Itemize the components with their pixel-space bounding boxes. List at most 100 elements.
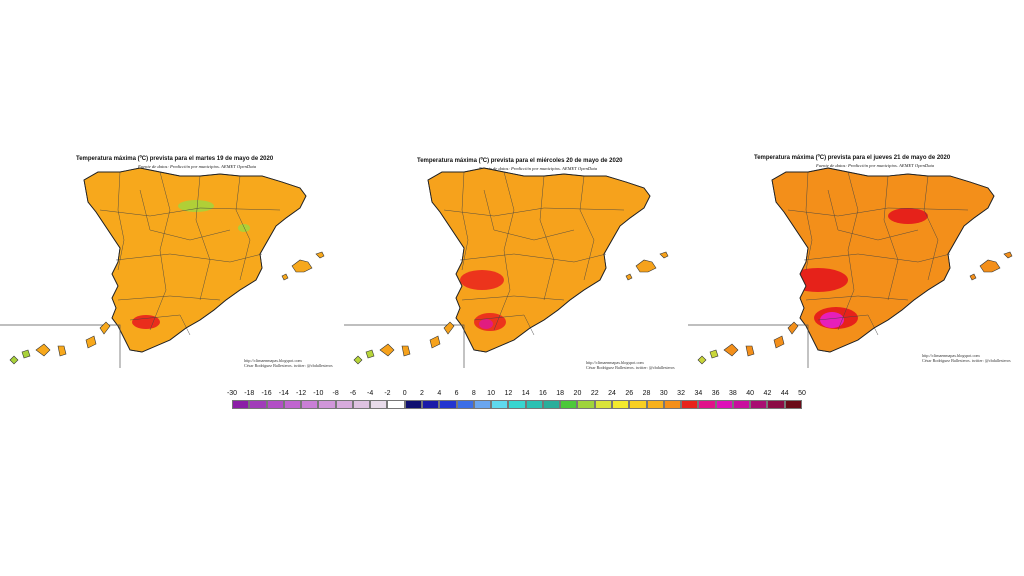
- canary-island: [709, 349, 719, 359]
- spain-temperature-map: [344, 167, 669, 368]
- balearic-island: [969, 273, 977, 281]
- legend-tick-label: 30: [659, 390, 668, 397]
- map-subtitle: Fuente de datos: Predicción por municipi…: [138, 164, 257, 169]
- spain-temperature-map: [688, 167, 1013, 368]
- credit-url: http://climaenmapas.blogspot.com: [586, 360, 644, 365]
- balearic-island: [979, 259, 1001, 273]
- province-border: [195, 175, 211, 301]
- legend-color-cell: [301, 400, 319, 409]
- map-title: Temperatura máxima (ºC) prevista para el…: [76, 156, 274, 162]
- canary-island: [787, 321, 799, 335]
- canary-island: [365, 349, 375, 359]
- map-subtitle: Fuente de datos: Predicción por municipi…: [479, 166, 598, 171]
- legend-color-cell: [750, 400, 768, 409]
- legend-tick-label: 18: [556, 390, 565, 397]
- province-border: [805, 171, 813, 271]
- province-border: [483, 189, 575, 241]
- canary-inset-frame: [344, 324, 465, 368]
- balearic-island: [315, 251, 325, 259]
- province-border: [817, 314, 879, 336]
- legend-tick-label: -10: [313, 390, 324, 397]
- legend-color-cell: [715, 400, 733, 409]
- province-border: [443, 207, 625, 217]
- map-subtitle: Fuente de datos: Predicción por municipi…: [816, 163, 935, 168]
- legend-color-cell: [473, 400, 492, 409]
- legend-color-cell: [249, 400, 267, 409]
- legend-color-cell: [681, 400, 699, 409]
- legend-tick-label: 2: [420, 390, 424, 397]
- province-border: [459, 253, 607, 263]
- legend-tick-label: 32: [677, 390, 685, 397]
- province-border: [461, 295, 565, 301]
- legend-color-cell: [646, 400, 664, 409]
- coastline: [427, 167, 651, 353]
- legend-tick-label: -2: [384, 390, 391, 397]
- balearic-island: [659, 251, 669, 259]
- legend-color-cell: [439, 400, 457, 409]
- legend-color-cell: [629, 400, 647, 409]
- canary-island: [697, 355, 707, 365]
- legend-tick-label: -30: [226, 390, 238, 397]
- legend-tick-label: -4: [367, 390, 374, 397]
- legend-color-cell: [698, 400, 716, 409]
- map-credit: http://climaenmapas.blogspot.com César R…: [922, 353, 1011, 363]
- legend-color-cell: [508, 400, 526, 409]
- legend-color-cell: [612, 400, 630, 409]
- canary-island: [353, 355, 363, 365]
- province-border: [787, 207, 969, 217]
- legend-color-cell: [560, 400, 578, 409]
- canary-island: [9, 355, 19, 365]
- map-title: Temperatura máxima (ºC) prevista para el…: [754, 155, 951, 161]
- legend-tick-label: 12: [504, 390, 513, 397]
- legend-tick-label: -16: [261, 390, 272, 397]
- cool-zone: [178, 200, 214, 212]
- map-panel-21-mayo: Temperatura máxima (ºC) prevista para el…: [688, 150, 1018, 375]
- legend-color-cell: [387, 400, 405, 409]
- extreme-zone: [479, 319, 493, 329]
- map-credit: http://climaenmapas.blogspot.com César R…: [586, 360, 675, 370]
- legend-color-cell: [577, 400, 595, 409]
- province-border: [473, 314, 535, 336]
- province-border: [493, 171, 515, 331]
- province-border: [461, 171, 469, 271]
- credit-name: César Rodríguez Ballesteros. twitter: @c…: [586, 365, 675, 370]
- canary-island: [745, 345, 755, 357]
- credit-name: César Rodríguez Ballesteros. twitter: @c…: [244, 363, 333, 368]
- hot-zone: [460, 270, 504, 290]
- province-border: [139, 189, 231, 241]
- legend-color-cell: [422, 400, 440, 409]
- province-border: [883, 175, 899, 301]
- province-border: [579, 175, 595, 281]
- legend-color-cell: [352, 400, 371, 409]
- legend-tick-label: 10: [487, 390, 495, 397]
- legend-color-cell: [335, 400, 353, 409]
- map-credit: http://climaenmapas.blogspot.com César R…: [244, 358, 333, 368]
- canary-inset-frame: [688, 324, 809, 368]
- legend-tick-label: 20: [573, 390, 582, 397]
- canary-inset-frame: [0, 324, 121, 368]
- legend-color-cell: [663, 400, 682, 409]
- canary-island: [379, 343, 395, 357]
- balearic-island: [625, 273, 633, 281]
- coastline: [771, 167, 995, 353]
- coastline: [83, 167, 307, 353]
- balearic-island: [291, 259, 313, 273]
- legend-color-cell: [318, 400, 336, 409]
- province-border: [99, 207, 281, 217]
- legend-tick-label: -14: [278, 390, 289, 397]
- canary-island: [35, 343, 51, 357]
- legend-tick-label: 26: [625, 390, 634, 397]
- legend-tick-label: -8: [332, 390, 339, 397]
- temperature-zones: [132, 200, 250, 329]
- legend-color-cell: [266, 400, 284, 409]
- province-border: [805, 295, 909, 301]
- province-border: [827, 189, 919, 241]
- canary-island: [723, 343, 739, 357]
- province-border: [803, 253, 951, 263]
- hot-zone: [788, 268, 848, 292]
- legend-tick-label: 34: [694, 390, 703, 397]
- canary-island: [21, 349, 31, 359]
- legend-color-cell: [784, 400, 802, 409]
- credit-url: http://climaenmapas.blogspot.com: [244, 358, 302, 363]
- cool-zone: [238, 224, 250, 232]
